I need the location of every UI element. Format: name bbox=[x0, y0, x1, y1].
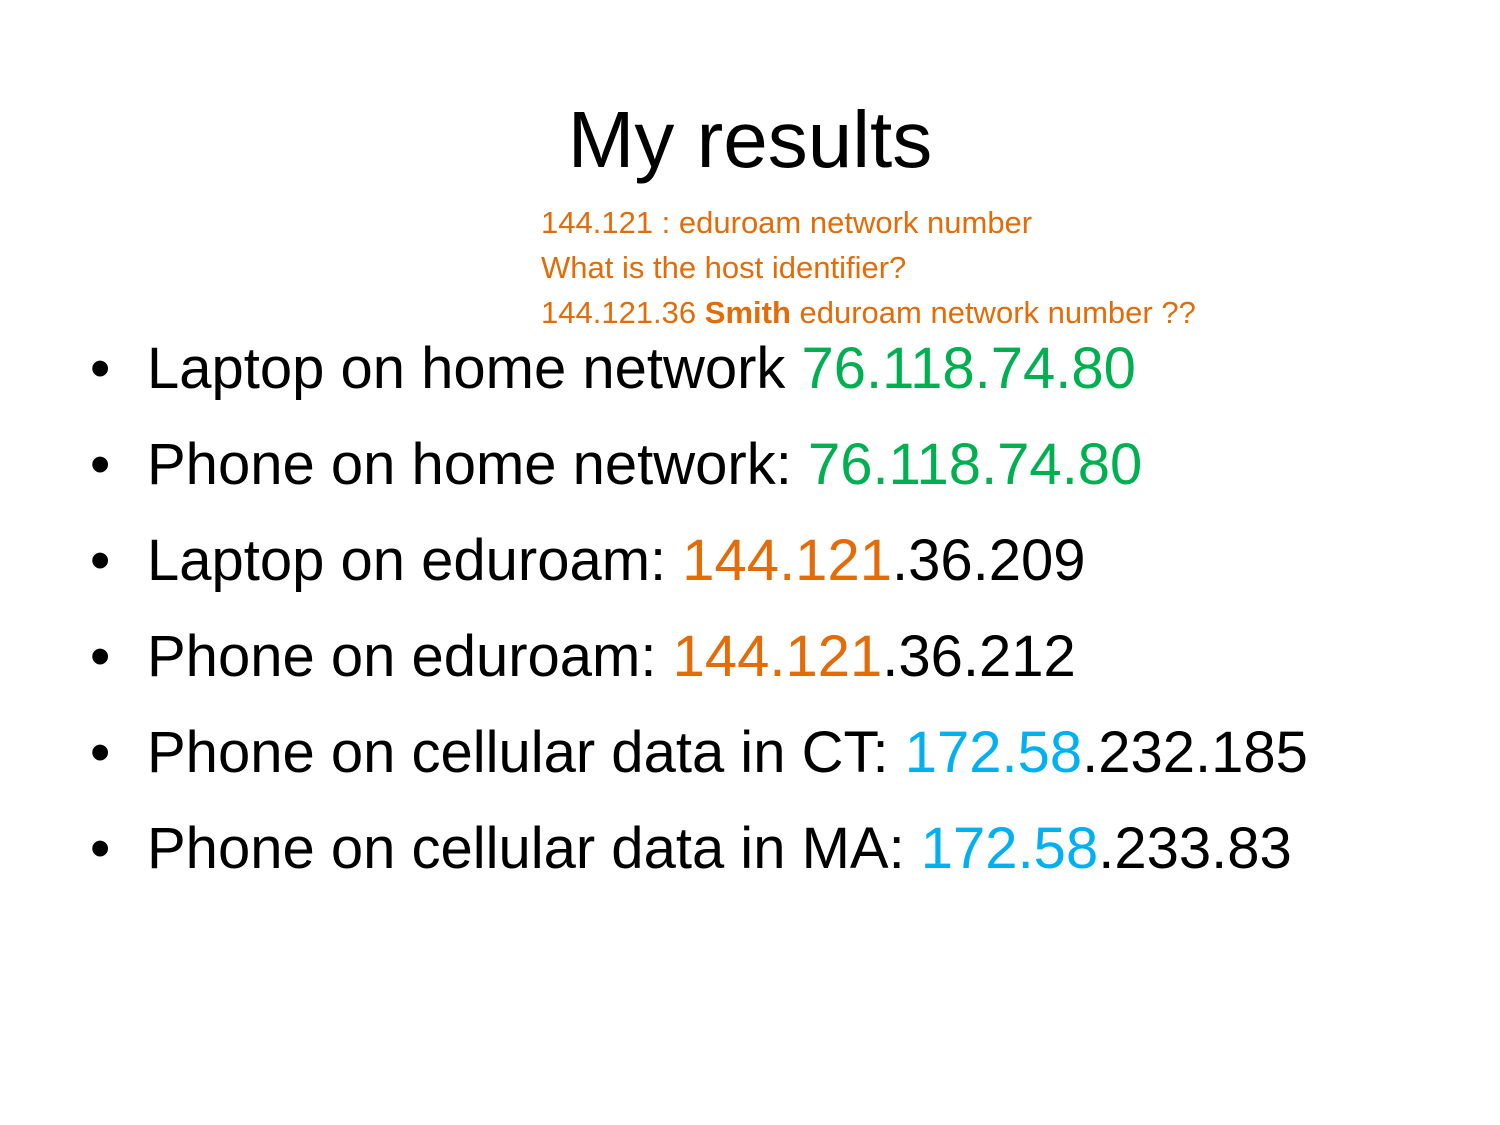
bullet-icon: • bbox=[90, 432, 111, 497]
bullet-icon: • bbox=[90, 624, 111, 689]
bullet-label: Phone on home network: bbox=[147, 432, 808, 497]
bullet-icon: • bbox=[90, 528, 111, 593]
annotation-note: 144.121 : eduroam network number What is… bbox=[541, 200, 1441, 335]
bullet-item: • Phone on home network: 76.118.74.80 bbox=[90, 423, 1470, 519]
bullet-rest: .36.209 bbox=[891, 528, 1086, 593]
bullet-label: Laptop on home network bbox=[147, 336, 802, 401]
bullet-icon: • bbox=[90, 816, 111, 881]
bullet-text: Laptop on eduroam: 144.121.36.209 bbox=[147, 519, 1085, 603]
bullet-highlight: 76.118.74.80 bbox=[807, 432, 1143, 497]
bullet-label: Phone on cellular data in CT: bbox=[147, 720, 905, 785]
note-line-3-suffix: eduroam network number ?? bbox=[790, 295, 1196, 330]
bullet-text: Laptop on home network 76.118.74.80 bbox=[147, 327, 1136, 411]
note-line-3-prefix: 144.121.36 bbox=[541, 295, 705, 330]
note-line-2: What is the host identifier? bbox=[541, 250, 907, 285]
bullet-rest: .233.83 bbox=[1098, 816, 1292, 881]
bullet-text: Phone on cellular data in MA: 172.58.233… bbox=[147, 807, 1292, 891]
slide-title: My results bbox=[567, 95, 933, 184]
bullet-highlight: 144.121 bbox=[682, 528, 892, 593]
bullet-highlight: 172.58 bbox=[904, 720, 1083, 785]
bullet-text: Phone on eduroam: 144.121.36.212 bbox=[147, 615, 1076, 699]
bullet-label: Phone on cellular data in MA: bbox=[147, 816, 921, 881]
bullet-label: Laptop on eduroam: bbox=[147, 528, 683, 593]
bullet-list: • Laptop on home network 76.118.74.80 • … bbox=[90, 327, 1470, 903]
bullet-rest: .36.212 bbox=[882, 624, 1076, 689]
bullet-item: • Phone on cellular data in MA: 172.58.2… bbox=[90, 807, 1470, 903]
bullet-rest: .232.185 bbox=[1082, 720, 1308, 785]
bullet-item: • Laptop on eduroam: 144.121.36.209 bbox=[90, 519, 1470, 615]
bullet-text: Phone on home network: 76.118.74.80 bbox=[147, 423, 1142, 507]
bullet-item: • Phone on cellular data in CT: 172.58.2… bbox=[90, 711, 1470, 807]
note-line-3-bold: Smith bbox=[704, 295, 791, 330]
note-line-3: 144.121.36 Smith eduroam network number … bbox=[541, 290, 1441, 335]
bullet-highlight: 172.58 bbox=[920, 816, 1099, 881]
bullet-highlight: 144.121 bbox=[672, 624, 883, 689]
bullet-label: Phone on eduroam: bbox=[147, 624, 673, 689]
bullet-text: Phone on cellular data in CT: 172.58.232… bbox=[147, 711, 1308, 795]
bullet-icon: • bbox=[90, 720, 111, 785]
bullet-icon: • bbox=[90, 336, 111, 401]
bullet-item: • Phone on eduroam: 144.121.36.212 bbox=[90, 615, 1470, 711]
bullet-item: • Laptop on home network 76.118.74.80 bbox=[90, 327, 1470, 423]
bullet-highlight: 76.118.74.80 bbox=[801, 336, 1136, 401]
note-line-1: 144.121 : eduroam network number bbox=[541, 205, 1033, 240]
